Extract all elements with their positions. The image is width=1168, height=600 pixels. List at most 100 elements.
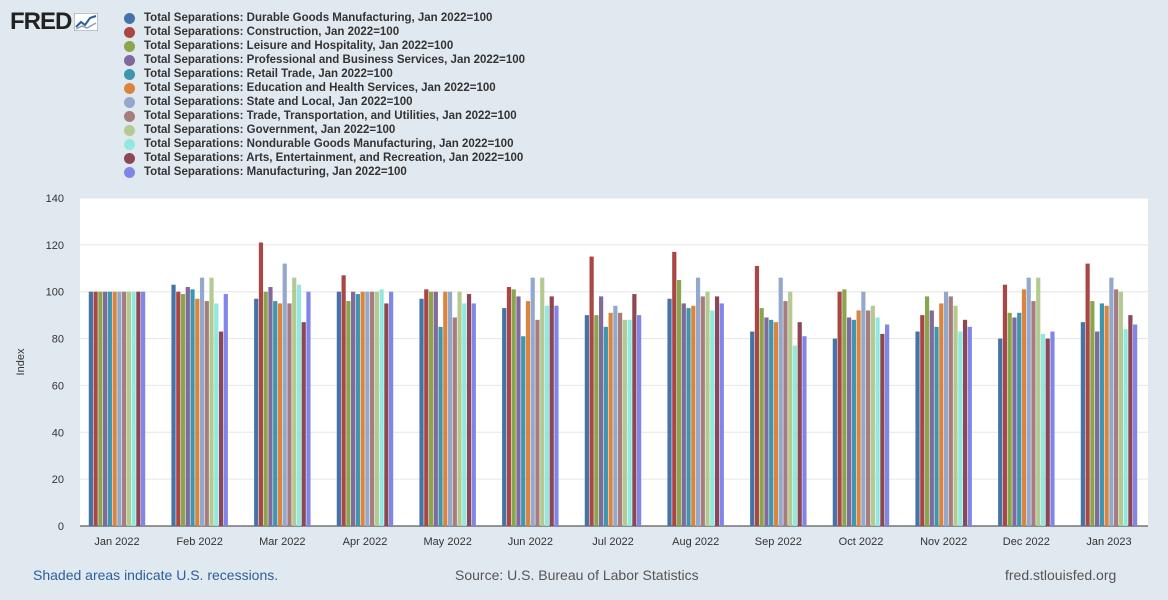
bar [797, 322, 802, 526]
legend-marker [124, 54, 135, 66]
legend-item[interactable]: Total Separations: State and Local, Jan … [124, 95, 525, 109]
legend-marker [124, 96, 135, 108]
bar [783, 301, 788, 526]
legend-item[interactable]: Total Separations: Professional and Busi… [124, 53, 525, 67]
legend-item[interactable]: Total Separations: Government, Jan 2022=… [124, 123, 525, 137]
legend-item[interactable]: Total Separations: Construction, Jan 202… [124, 25, 525, 39]
x-tick-label: Feb 2022 [176, 536, 222, 548]
bar [622, 319, 627, 526]
bar [754, 265, 760, 526]
legend-item[interactable]: Total Separations: Education and Health … [124, 81, 525, 95]
bar [705, 291, 710, 526]
fred-logo[interactable]: FRED [10, 8, 99, 36]
bar [885, 324, 890, 526]
bar [934, 326, 939, 526]
bar [136, 291, 141, 526]
bar [1036, 277, 1041, 526]
bar [419, 298, 424, 526]
legend-marker [124, 110, 135, 122]
bar [764, 317, 769, 526]
chart-legend: Total Separations: Durable Goods Manufac… [124, 11, 525, 179]
bar [112, 291, 117, 526]
x-tick-label: Jun 2022 [508, 536, 553, 548]
bar [549, 296, 554, 526]
bar [506, 287, 512, 526]
bar [117, 291, 122, 526]
legend-item[interactable]: Total Separations: Nondurable Goods Manu… [124, 137, 525, 151]
legend-marker [124, 124, 135, 136]
bar [672, 251, 677, 526]
x-tick-label: Apr 2022 [343, 536, 388, 548]
bar [681, 303, 686, 526]
bar [424, 289, 429, 526]
legend-label: Total Separations: Leisure and Hospitali… [144, 40, 454, 52]
bar [530, 277, 535, 526]
bar [1007, 312, 1012, 526]
bar [769, 319, 774, 526]
bar [287, 303, 292, 526]
legend-item[interactable]: Total Separations: Retail Trade, Jan 202… [124, 67, 525, 81]
legend-label: Total Separations: Manufacturing, Jan 20… [144, 166, 407, 178]
y-tick-label: 100 [46, 287, 64, 299]
bar [1012, 317, 1017, 526]
bar [346, 301, 351, 526]
bar [1114, 289, 1119, 526]
bar [438, 326, 443, 526]
legend-label: Total Separations: Construction, Jan 202… [144, 26, 400, 38]
legend-item[interactable]: Total Separations: Leisure and Hospitali… [124, 39, 525, 53]
legend-marker [124, 68, 135, 80]
legend-item[interactable]: Total Separations: Manufacturing, Jan 20… [124, 165, 525, 179]
bar [948, 296, 953, 526]
bar [714, 296, 720, 526]
legend-item[interactable]: Total Separations: Durable Goods Manufac… [124, 11, 525, 25]
x-tick-label: Oct 2022 [839, 536, 884, 548]
bar [443, 291, 448, 526]
fred-url[interactable]: fred.stlouisfed.org [1005, 567, 1117, 583]
bar [1050, 331, 1055, 526]
bar [1040, 333, 1046, 526]
bar [802, 336, 807, 526]
x-tick-label: Jul 2022 [592, 536, 634, 548]
bar [1123, 329, 1128, 526]
bar [374, 291, 379, 526]
legend-marker [124, 26, 135, 38]
bar [750, 331, 755, 526]
bar [273, 301, 278, 526]
bar [953, 305, 958, 526]
fred-logo-text: FRED [10, 8, 72, 35]
bar [875, 317, 880, 526]
bar [676, 280, 682, 526]
bar [379, 289, 384, 526]
x-tick-label: May 2022 [424, 536, 472, 548]
bar [502, 308, 507, 526]
bar [962, 319, 968, 526]
bar [695, 277, 701, 526]
bar [365, 291, 370, 526]
bar [185, 287, 190, 526]
bar [389, 291, 394, 526]
legend-item[interactable]: Total Separations: Arts, Entertainment, … [124, 151, 525, 165]
bar [535, 319, 540, 526]
bar [176, 291, 181, 526]
x-tick-label: Nov 2022 [920, 536, 967, 548]
bar [967, 326, 972, 526]
bar [360, 291, 365, 526]
bar [1128, 315, 1133, 526]
legend-marker [124, 152, 135, 164]
bar [462, 303, 467, 526]
bar [204, 301, 209, 526]
bar [554, 305, 559, 526]
bar [277, 303, 283, 526]
bar [861, 291, 866, 526]
bar [306, 291, 311, 526]
legend-label: Total Separations: State and Local, Jan … [144, 96, 413, 108]
bar [1017, 312, 1022, 526]
y-tick-label: 20 [52, 474, 64, 486]
x-tick-label: Sep 2022 [755, 536, 802, 548]
legend-item[interactable]: Total Separations: Trade, Transportation… [124, 109, 525, 123]
bar [627, 319, 632, 526]
bar [686, 308, 691, 526]
bar [958, 331, 963, 526]
bar [258, 242, 264, 526]
bar [447, 291, 453, 526]
